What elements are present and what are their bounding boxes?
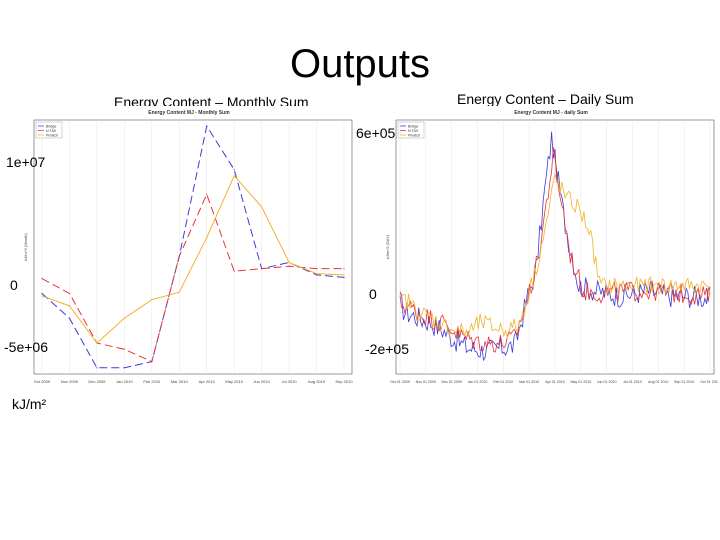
x-tick-label: Mar 01 2010 <box>519 380 539 384</box>
x-tick-label: Jan 01 2010 <box>468 380 488 384</box>
x-tick-label: Apr 01 2010 <box>545 380 565 384</box>
daily-caption: Energy Content – Daily Sum <box>457 91 634 107</box>
data-point <box>41 295 43 297</box>
data-point <box>96 367 98 369</box>
daily-overlay-tick-bottom: -2e+05 <box>365 341 409 357</box>
legend-entry: N TAX <box>46 129 57 133</box>
x-tick-label: Sep 2010 <box>335 379 353 384</box>
x-tick-label: Jun 2010 <box>253 379 270 384</box>
x-tick-label: Feb 01 2010 <box>493 380 513 384</box>
x-tick-label: May 01 2010 <box>570 380 591 384</box>
legend-entry: Pmatch <box>408 134 420 138</box>
series-line-n-tax <box>399 146 711 353</box>
x-tick-label: Apr 2010 <box>199 379 216 384</box>
data-point <box>261 206 263 208</box>
data-point <box>343 268 345 270</box>
x-tick-label: Nov 01 2009 <box>416 380 436 384</box>
data-point <box>233 175 235 177</box>
data-point <box>288 265 290 267</box>
data-point <box>233 270 235 272</box>
data-point <box>41 292 43 295</box>
y-axis-label: kJ/m^2 (DAY) <box>385 234 390 259</box>
legend-entry: Bridge <box>46 125 56 129</box>
x-tick-label: Oct 01 2010 <box>700 380 718 384</box>
daily-overlay-tick-top: 6e+05 <box>356 125 396 141</box>
x-tick-label: Dec 2009 <box>88 379 106 384</box>
data-point <box>206 237 208 239</box>
x-tick-label: Jul 2010 <box>282 379 298 384</box>
x-tick-label: Aug 01 2010 <box>648 380 668 384</box>
x-tick-label: Jun 01 2010 <box>597 380 617 384</box>
data-point <box>68 292 71 295</box>
data-point <box>343 276 345 278</box>
data-point <box>315 274 318 276</box>
data-point <box>123 348 125 350</box>
monthly-chart: Energy Content MJ - Monthly Sum kJ/m^2 (M… <box>23 110 353 384</box>
data-point <box>288 261 290 264</box>
unit-label: kJ/m² <box>12 396 47 412</box>
slide-title: Outputs <box>289 42 431 86</box>
data-point <box>206 125 208 127</box>
data-point <box>151 361 153 363</box>
daily-chart: Energy Content MJ - daily Sum kJ/m^2 (DAY… <box>385 110 720 384</box>
legend-entry: Pmatch <box>46 134 58 138</box>
x-tick-label: Jan 2010 <box>116 379 133 384</box>
data-point <box>315 268 318 270</box>
series-line-n-tax <box>41 192 344 363</box>
x-tick-label: Nov 2009 <box>61 379 79 384</box>
series-line-pmatch <box>41 174 345 344</box>
daily-chart-panel: Energy Content MJ - daily Sum kJ/m^2 (DAY… <box>384 106 720 390</box>
data-point <box>68 305 71 307</box>
x-tick-label: Sep 01 2010 <box>674 380 694 384</box>
chart-title: Energy Content MJ - Monthly Sum <box>148 110 230 116</box>
data-point <box>151 299 153 301</box>
x-tick-label: Mar 2010 <box>171 379 189 384</box>
monthly-overlay-tick-zero: 0 <box>10 277 18 293</box>
chart-title: Energy Content MJ - daily Sum <box>514 110 588 116</box>
data-point <box>233 168 235 171</box>
x-tick-label: Aug 2010 <box>308 379 326 384</box>
monthly-overlay-tick-top: 1e+07 <box>6 154 46 170</box>
x-tick-label: Jul 01 2010 <box>623 380 642 384</box>
x-tick-label: Feb 2010 <box>143 379 161 384</box>
monthly-overlay-tick-bottom: -5e+06 <box>4 339 48 355</box>
data-point <box>315 273 318 275</box>
x-tick-label: Dec 01 2009 <box>441 380 461 384</box>
data-point <box>123 317 125 319</box>
data-point <box>178 255 180 257</box>
data-point <box>343 274 345 276</box>
x-tick-label: May 2010 <box>225 379 243 384</box>
series-line-bridge <box>41 124 345 369</box>
series-line-pmatch <box>399 173 711 339</box>
legend-entry: N TAX <box>408 129 419 133</box>
data-point <box>178 291 180 293</box>
monthly-chart-panel: Energy Content MJ - Monthly Sum kJ/m^2 (M… <box>22 106 356 390</box>
plot-frame <box>33 119 353 375</box>
y-axis-label: kJ/m^2 (Month) <box>23 233 28 261</box>
data-point <box>123 367 125 369</box>
data-point <box>206 193 208 195</box>
legend-entry: Bridge <box>408 125 418 129</box>
x-tick-label: Oct 2009 <box>34 379 51 384</box>
x-tick-label: Oct 01 2009 <box>390 380 410 384</box>
daily-overlay-tick-zero: 0 <box>369 286 377 302</box>
data-point <box>96 342 98 344</box>
data-point <box>41 277 43 280</box>
data-point <box>68 317 71 319</box>
data-point <box>261 268 263 270</box>
